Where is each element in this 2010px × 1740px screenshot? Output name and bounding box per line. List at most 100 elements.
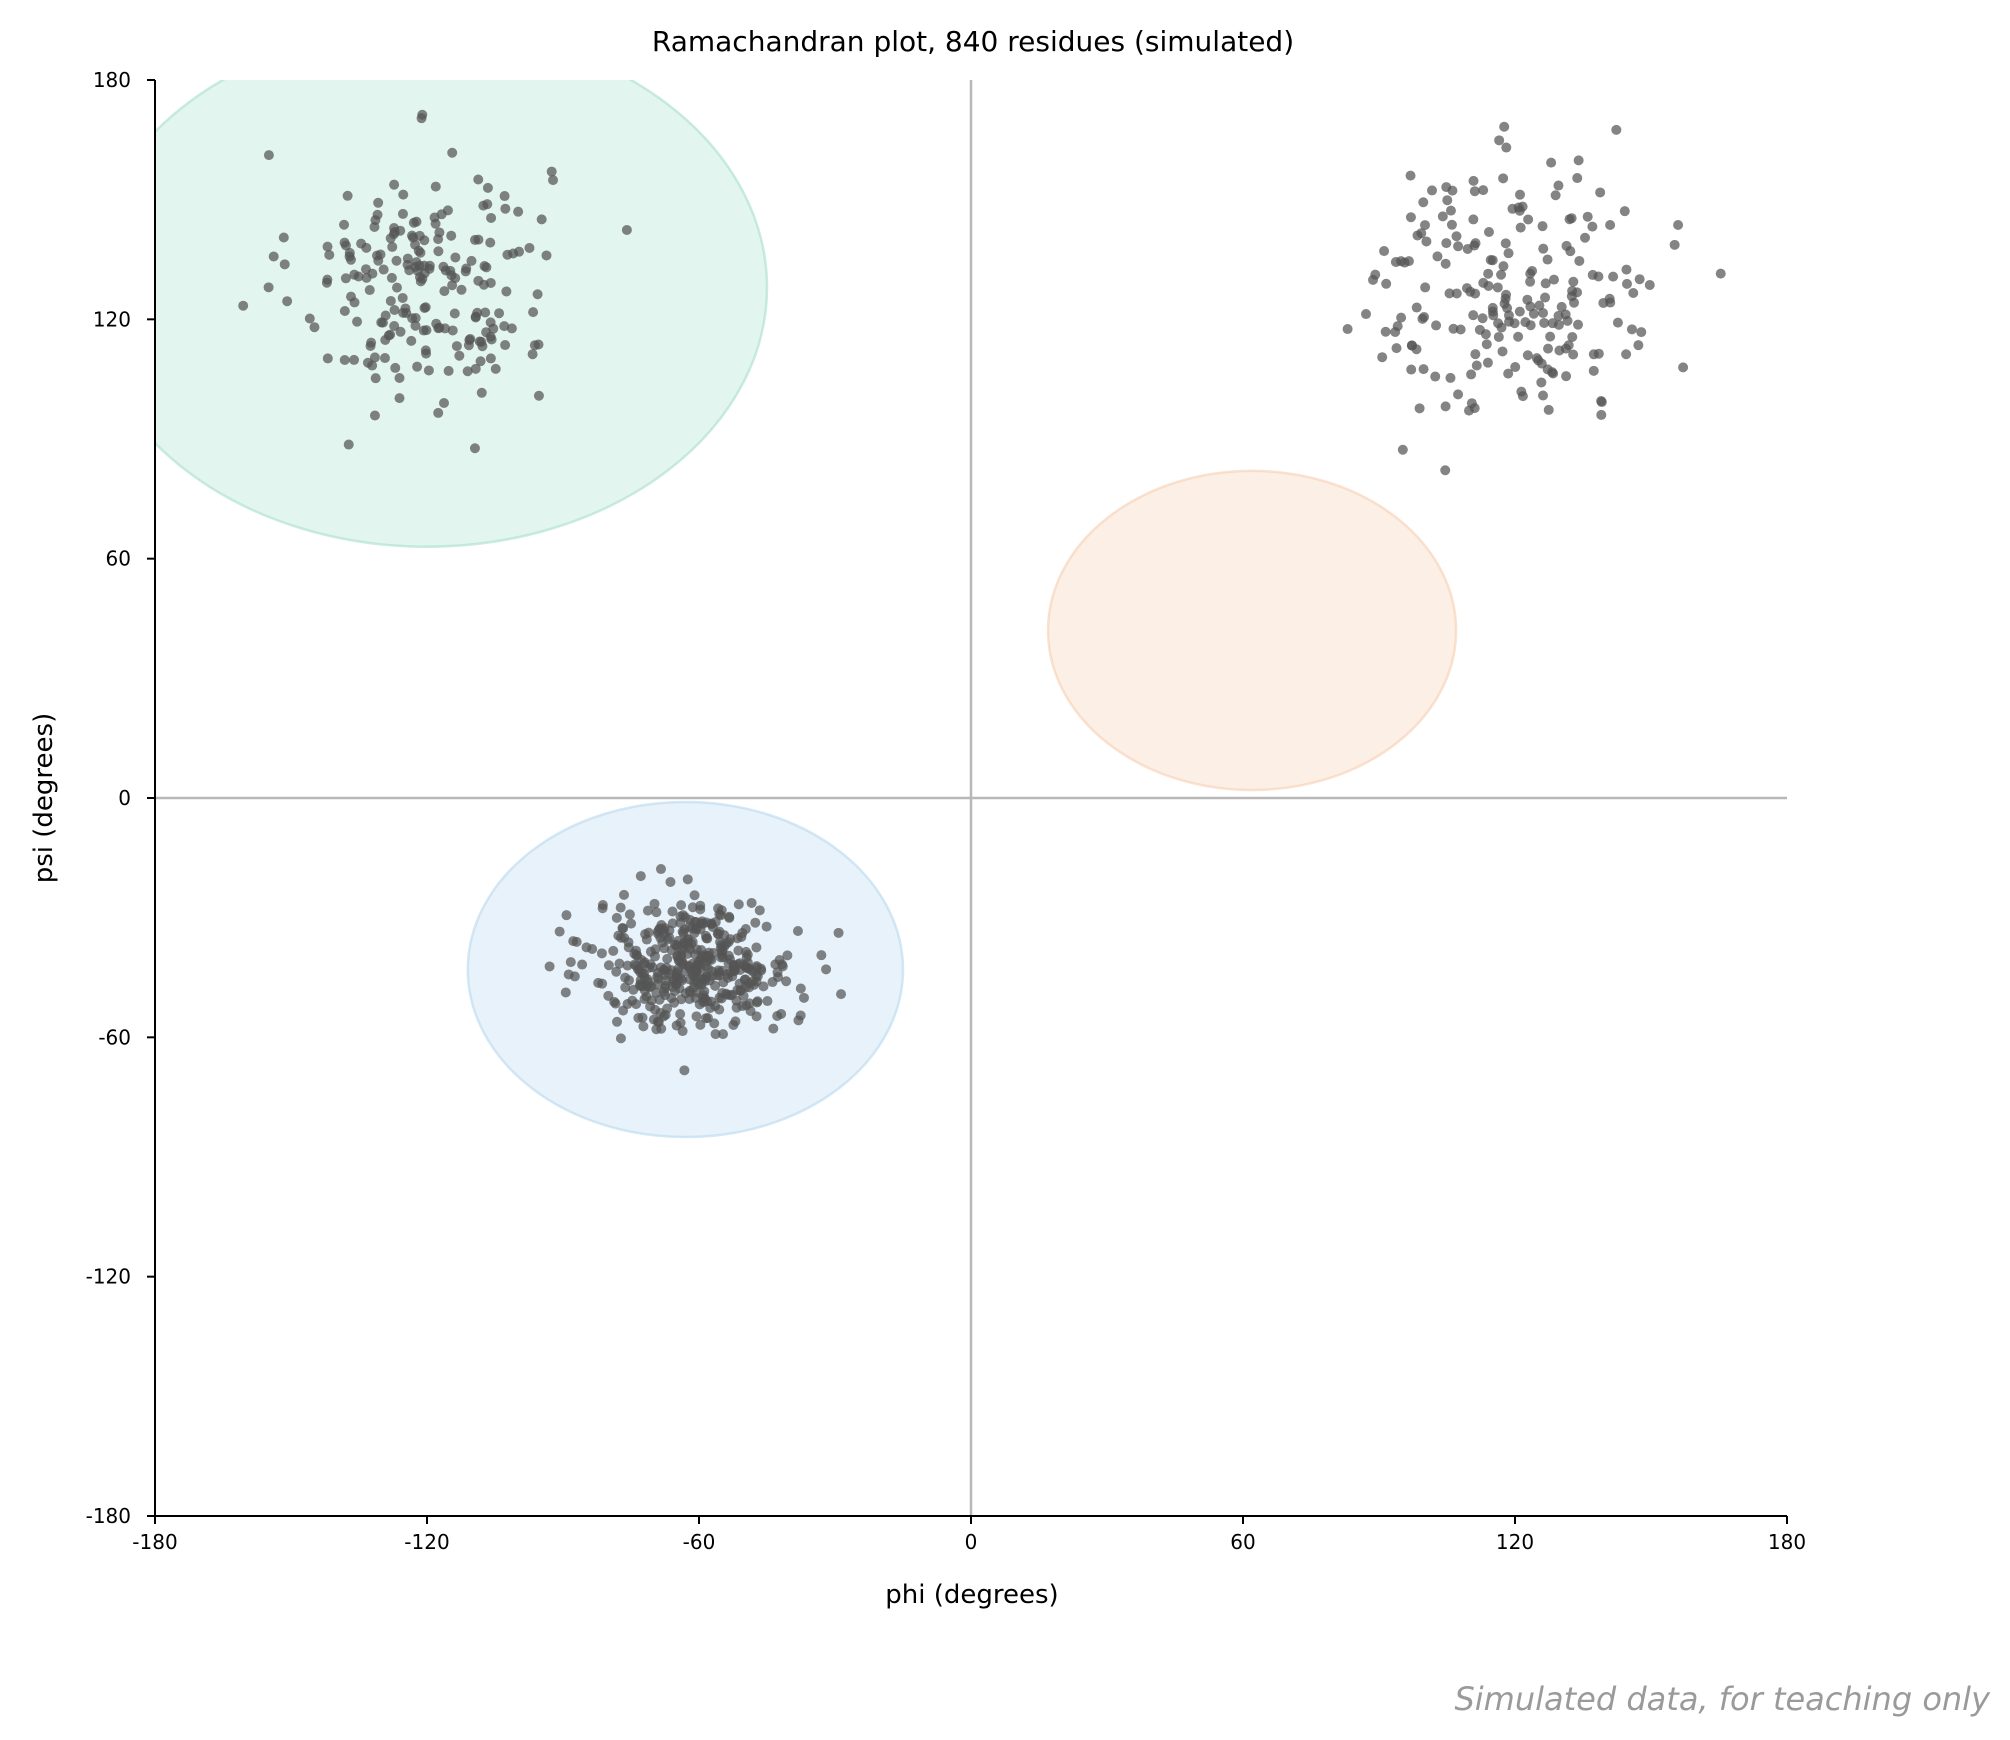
data-point bbox=[322, 241, 333, 252]
data-point bbox=[669, 939, 680, 950]
data-point bbox=[1455, 324, 1466, 335]
data-point bbox=[1483, 226, 1494, 237]
data-point bbox=[278, 232, 289, 243]
data-point bbox=[1477, 313, 1488, 324]
data-point bbox=[482, 199, 493, 210]
data-point bbox=[369, 352, 380, 363]
data-point bbox=[1430, 371, 1441, 382]
data-point bbox=[750, 917, 761, 928]
data-point bbox=[421, 348, 432, 359]
data-point bbox=[671, 1020, 682, 1031]
data-point bbox=[1503, 248, 1514, 259]
data-point bbox=[423, 365, 434, 376]
data-point bbox=[1580, 232, 1591, 243]
data-point bbox=[1510, 362, 1521, 373]
data-point bbox=[462, 366, 473, 377]
data-point bbox=[1605, 220, 1616, 231]
data-point bbox=[344, 251, 355, 262]
data-point bbox=[343, 439, 354, 450]
data-point bbox=[571, 936, 582, 947]
data-point bbox=[451, 341, 462, 352]
data-point bbox=[701, 917, 712, 928]
data-point bbox=[1568, 349, 1579, 360]
data-point bbox=[529, 340, 540, 351]
data-point bbox=[664, 968, 675, 979]
data-point bbox=[725, 934, 736, 945]
data-point bbox=[782, 950, 793, 961]
data-point bbox=[1612, 317, 1623, 328]
data-point bbox=[798, 992, 809, 1003]
data-point bbox=[740, 924, 751, 935]
data-point bbox=[717, 945, 728, 956]
data-point bbox=[1406, 364, 1417, 375]
data-point bbox=[546, 166, 557, 177]
data-point bbox=[795, 1010, 806, 1021]
data-point bbox=[710, 980, 721, 991]
chart-title: Ramachandran plot, 840 residues (simulat… bbox=[652, 25, 1294, 58]
data-point bbox=[1405, 170, 1416, 181]
data-point bbox=[421, 325, 432, 336]
data-point bbox=[667, 981, 678, 992]
data-point bbox=[394, 373, 405, 384]
data-point bbox=[679, 1065, 690, 1076]
data-point bbox=[1546, 157, 1557, 168]
data-point bbox=[1470, 238, 1481, 249]
data-point bbox=[1522, 350, 1533, 361]
data-point bbox=[642, 905, 653, 916]
data-point bbox=[695, 1019, 706, 1030]
data-point bbox=[610, 998, 621, 1009]
data-point bbox=[1542, 254, 1553, 265]
data-point bbox=[754, 905, 765, 916]
data-point bbox=[1550, 190, 1561, 201]
data-point bbox=[506, 323, 517, 334]
data-point bbox=[1468, 310, 1479, 321]
data-point bbox=[417, 109, 428, 120]
data-point bbox=[618, 889, 629, 900]
data-point bbox=[628, 984, 639, 995]
data-point bbox=[486, 212, 497, 223]
data-point bbox=[596, 948, 607, 959]
x-tick-label: -180 bbox=[132, 1530, 177, 1554]
data-point bbox=[532, 289, 543, 300]
data-point bbox=[473, 174, 484, 185]
data-point bbox=[1453, 389, 1464, 400]
data-point bbox=[657, 937, 668, 948]
data-point bbox=[1419, 311, 1430, 322]
data-point bbox=[1493, 318, 1504, 329]
data-point bbox=[745, 1005, 756, 1016]
data-point bbox=[433, 407, 444, 418]
data-point bbox=[723, 958, 734, 969]
data-point bbox=[1462, 243, 1473, 254]
data-point bbox=[752, 996, 763, 1007]
data-point bbox=[443, 365, 454, 376]
data-point bbox=[447, 147, 458, 158]
data-point bbox=[836, 989, 847, 1000]
data-point bbox=[615, 902, 626, 913]
data-point bbox=[650, 944, 661, 955]
data-point bbox=[1636, 327, 1647, 338]
data-point bbox=[500, 203, 511, 214]
data-point bbox=[1418, 364, 1429, 375]
data-point bbox=[410, 320, 421, 331]
data-point bbox=[1715, 268, 1726, 279]
data-point bbox=[494, 308, 505, 319]
data-point bbox=[709, 1018, 720, 1029]
data-point bbox=[624, 909, 635, 920]
data-point bbox=[1596, 409, 1607, 420]
data-point bbox=[446, 270, 457, 281]
data-point bbox=[470, 312, 481, 323]
data-point bbox=[544, 961, 555, 972]
data-point bbox=[361, 272, 372, 283]
y-tick-label: 180 bbox=[93, 68, 131, 92]
data-point bbox=[412, 361, 423, 372]
data-point bbox=[656, 919, 667, 930]
data-point bbox=[389, 179, 400, 190]
data-point bbox=[1528, 308, 1539, 319]
data-point bbox=[429, 212, 440, 223]
data-point bbox=[1628, 287, 1639, 298]
data-point bbox=[612, 1016, 623, 1027]
data-point bbox=[282, 296, 293, 307]
data-point bbox=[1466, 398, 1477, 409]
data-point bbox=[439, 398, 450, 409]
data-point bbox=[430, 181, 441, 192]
